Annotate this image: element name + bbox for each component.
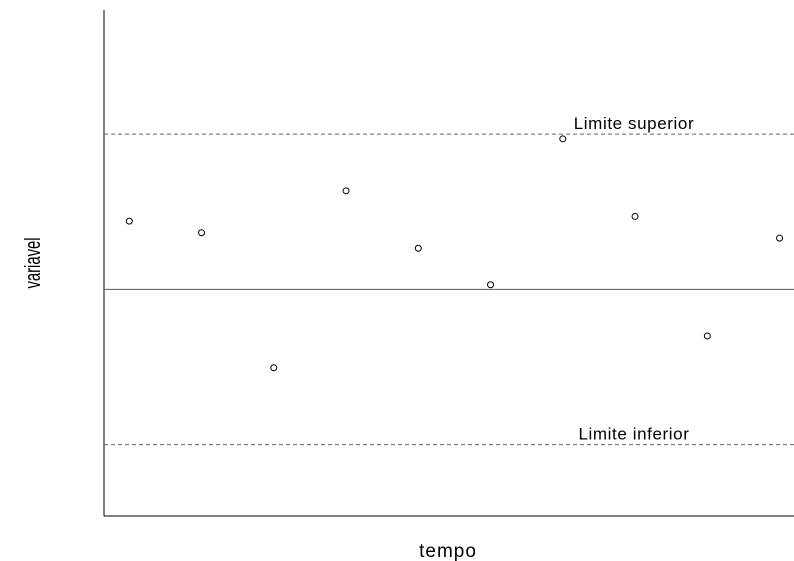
data-point — [414, 244, 422, 252]
data-point — [703, 332, 711, 340]
data-point — [776, 234, 784, 242]
upper-limit-label: Limite superior — [574, 114, 695, 133]
data-point — [342, 187, 350, 195]
axes — [103, 10, 794, 517]
y-axis-label: variavel — [20, 237, 45, 288]
data-point — [487, 281, 495, 289]
lower-limit-label: Limite inferior — [578, 425, 689, 444]
data-point — [631, 212, 639, 220]
data-points — [125, 135, 784, 372]
data-point — [270, 364, 278, 372]
x-axis-label: tempo — [419, 541, 477, 561]
data-point — [559, 135, 567, 143]
data-point — [198, 229, 206, 237]
data-point — [125, 217, 133, 225]
